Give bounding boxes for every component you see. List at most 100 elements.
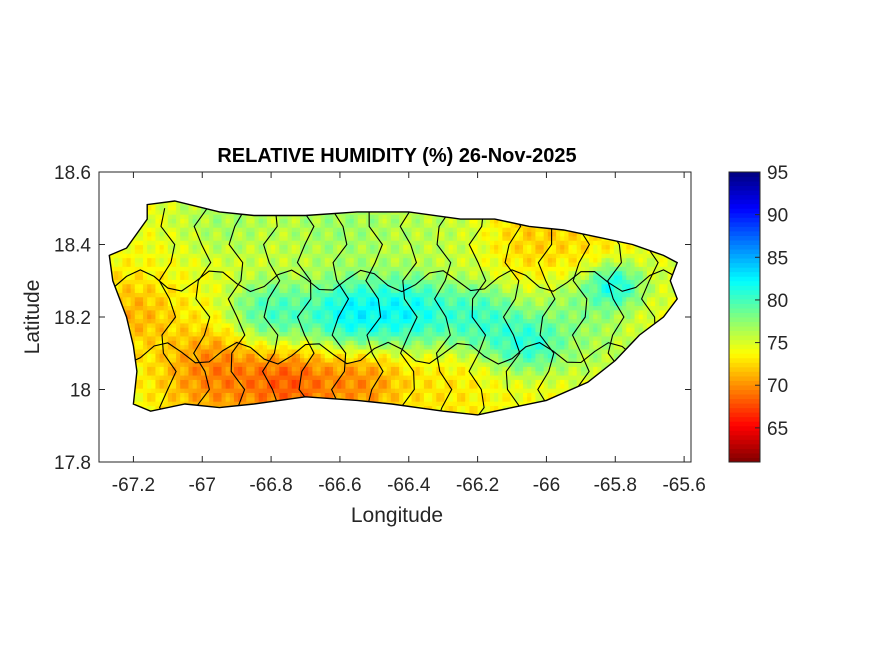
field-cell — [485, 296, 491, 302]
field-cell — [262, 366, 268, 372]
field-cell — [138, 327, 144, 333]
field-cell — [213, 266, 218, 272]
field-cell — [361, 370, 367, 376]
field-cell — [130, 244, 136, 250]
field-cell — [143, 314, 148, 320]
field-cell — [238, 274, 243, 280]
field-cell — [171, 274, 177, 280]
field-cell — [465, 344, 470, 350]
field-cell — [308, 388, 313, 393]
field-cell — [225, 370, 231, 376]
field-cell — [403, 301, 408, 306]
field-cell — [138, 357, 144, 363]
field-cell — [176, 314, 181, 320]
field-cell — [395, 218, 400, 224]
field-cell — [374, 318, 380, 324]
field-cell — [258, 227, 264, 233]
field-cell — [275, 353, 280, 359]
field-cell — [477, 240, 483, 246]
field-cell — [163, 214, 169, 219]
field-cell — [349, 292, 355, 298]
field-cell — [370, 244, 375, 250]
field-cell — [114, 266, 119, 272]
field-cell — [506, 401, 512, 407]
field-cell — [176, 261, 181, 267]
field-cell — [316, 375, 322, 380]
field-cell — [295, 388, 301, 393]
field-cell — [250, 322, 256, 328]
field-cell — [423, 353, 429, 359]
field-cell — [382, 261, 388, 267]
field-cell — [415, 357, 421, 363]
field-cell — [283, 248, 289, 254]
field-cell — [151, 322, 157, 328]
field-cell — [266, 392, 272, 398]
field-cell — [246, 214, 252, 219]
field-cell — [266, 274, 272, 280]
field-cell — [481, 244, 487, 250]
field-cell — [481, 248, 487, 254]
field-cell — [213, 335, 218, 341]
field-cell — [481, 266, 487, 272]
field-cell — [477, 257, 483, 263]
field-cell — [341, 379, 347, 385]
field-cell — [465, 409, 470, 415]
field-cell — [246, 235, 252, 241]
field-cell — [279, 361, 285, 367]
field-cell — [192, 379, 198, 385]
field-cell — [469, 222, 475, 228]
field-cell — [378, 388, 384, 393]
field-cell — [262, 344, 268, 350]
field-cell — [407, 361, 413, 367]
field-cell — [279, 288, 285, 293]
field-cell — [287, 214, 293, 219]
field-cell — [456, 344, 462, 350]
field-cell — [151, 370, 157, 376]
field-cell — [258, 309, 264, 315]
field-cell — [188, 253, 194, 259]
field-cell — [366, 322, 371, 328]
field-cell — [188, 335, 194, 341]
field-cell — [502, 366, 508, 372]
field-cell — [205, 240, 210, 246]
field-cell — [341, 327, 347, 333]
field-cell — [287, 253, 293, 259]
field-cell — [382, 348, 388, 354]
field-cell — [349, 357, 355, 363]
field-cell — [258, 279, 264, 285]
field-cell — [411, 214, 417, 219]
field-cell — [366, 266, 371, 272]
field-cell — [498, 348, 503, 354]
field-cell — [304, 279, 309, 285]
field-cell — [279, 292, 285, 298]
field-cell — [477, 292, 483, 298]
field-cell — [221, 401, 227, 407]
field-cell — [357, 283, 363, 289]
field-cell — [138, 340, 144, 346]
field-cell — [461, 357, 466, 363]
field-cell — [506, 222, 512, 228]
field-cell — [428, 396, 433, 402]
field-cell — [419, 248, 425, 254]
field-cell — [229, 279, 235, 285]
field-cell — [213, 396, 218, 402]
field-cell — [300, 361, 305, 367]
field-cell — [374, 240, 380, 246]
field-cell — [386, 322, 392, 328]
field-cell — [374, 353, 380, 359]
field-cell — [159, 227, 165, 233]
field-cell — [324, 235, 330, 241]
field-cell — [262, 375, 268, 380]
field-cell — [423, 388, 429, 393]
field-cell — [143, 405, 148, 411]
field-cell — [337, 244, 342, 250]
field-cell — [205, 327, 210, 333]
field-cell — [151, 248, 157, 254]
field-cell — [279, 227, 285, 233]
field-cell — [415, 261, 421, 267]
field-cell — [304, 214, 309, 219]
field-cell — [229, 327, 235, 333]
field-cell — [196, 353, 202, 359]
field-cell — [205, 314, 210, 320]
field-cell — [138, 301, 144, 306]
